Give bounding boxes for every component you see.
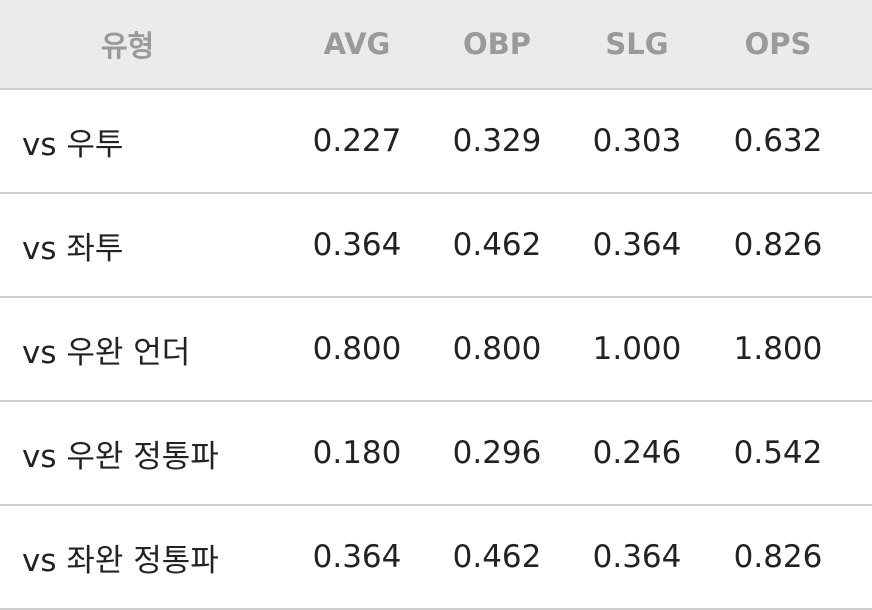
header-cell: SLG <box>605 27 669 61</box>
table-row: vs 좌투 0.364 0.462 0.364 0.826 <box>0 194 872 298</box>
row-label: vs 좌투 <box>22 230 124 267</box>
header-cell: OPS <box>744 27 812 61</box>
row-label: vs 우완 언더 <box>22 334 191 371</box>
table-row: vs 우투 0.227 0.329 0.303 0.632 <box>0 90 872 194</box>
cell-value: 0.542 <box>733 435 823 471</box>
cell-value: 0.296 <box>452 435 542 471</box>
cell-value: 0.364 <box>312 539 402 575</box>
cell-value: 0.329 <box>452 123 542 159</box>
row-label: vs 좌완 정통파 <box>22 542 219 579</box>
cell-value: 0.826 <box>733 539 823 575</box>
cell-value: 0.246 <box>592 435 682 471</box>
cell-value: 0.364 <box>592 539 682 575</box>
cell-value: 0.364 <box>312 227 402 263</box>
cell-value: 0.303 <box>592 123 682 159</box>
table-row: vs 우완 언더 0.800 0.800 1.000 1.800 <box>0 298 872 402</box>
cell-value: 0.800 <box>312 331 402 367</box>
table-row: vs 우완 정통파 0.180 0.296 0.246 0.542 <box>0 402 872 506</box>
cell-value: 0.462 <box>452 227 542 263</box>
cell-value: 0.180 <box>312 435 402 471</box>
cell-value: 1.800 <box>733 331 823 367</box>
table-row: vs 좌완 정통파 0.364 0.462 0.364 0.826 <box>0 506 872 610</box>
row-label: vs 우완 정통파 <box>22 438 219 475</box>
header-cell: OBP <box>462 27 531 61</box>
cell-value: 0.227 <box>312 123 402 159</box>
header-cell: AVG <box>323 27 391 61</box>
header-cell: 유형 <box>100 29 155 63</box>
cell-value: 0.462 <box>452 539 542 575</box>
cell-value: 0.826 <box>733 227 823 263</box>
cell-value: 0.364 <box>592 227 682 263</box>
row-label: vs 우투 <box>22 126 124 163</box>
cell-value: 0.800 <box>452 331 542 367</box>
cell-value: 1.000 <box>592 331 682 367</box>
cell-value: 0.632 <box>733 123 823 159</box>
header-row: 유형 AVG OBP SLG OPS <box>0 0 872 90</box>
